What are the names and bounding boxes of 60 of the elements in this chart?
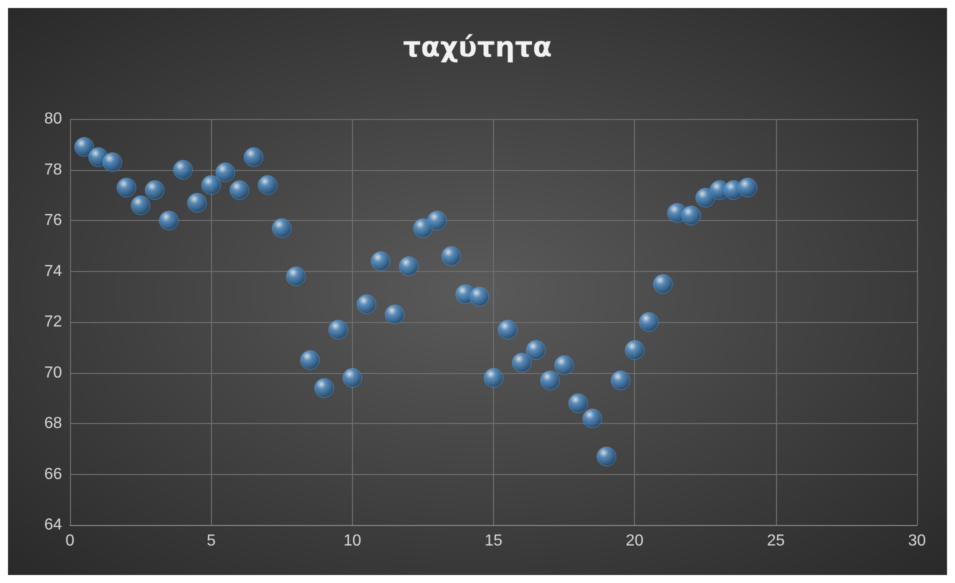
point	[300, 350, 320, 370]
point	[116, 178, 136, 198]
y-tick-label: 68	[44, 415, 62, 432]
point	[413, 218, 433, 238]
point	[624, 340, 644, 360]
point	[738, 178, 758, 198]
point	[441, 246, 461, 266]
y-tick-label: 72	[44, 314, 62, 330]
point	[498, 320, 518, 340]
point	[568, 393, 588, 413]
point	[370, 251, 390, 271]
point	[540, 370, 560, 390]
point	[286, 266, 306, 286]
x-tick-label: 5	[206, 532, 216, 550]
point	[159, 210, 179, 230]
point	[696, 188, 715, 208]
point	[201, 175, 221, 195]
point	[144, 180, 164, 200]
point	[130, 196, 150, 216]
point	[272, 218, 292, 238]
x-tick-label: 0	[66, 532, 75, 550]
point	[342, 368, 362, 388]
x-tick-label: 30	[908, 532, 926, 550]
x-tick-label: 20	[626, 532, 644, 550]
point	[356, 294, 376, 314]
y-tick-label: 64	[44, 516, 62, 534]
y-tick-label: 78	[44, 161, 62, 178]
point	[610, 370, 630, 390]
point	[582, 408, 602, 428]
point	[216, 162, 236, 182]
point	[314, 378, 334, 398]
y-tick-label: 70	[44, 364, 62, 382]
x-tick-label: 10	[343, 532, 362, 550]
y-tick-label: 76	[44, 212, 62, 229]
point	[173, 160, 193, 180]
point	[230, 180, 250, 200]
point	[653, 274, 673, 294]
y-tick-label: 80	[44, 110, 62, 128]
point	[427, 210, 447, 230]
point	[74, 137, 94, 157]
point	[681, 206, 701, 226]
point	[399, 256, 419, 276]
point	[596, 446, 616, 466]
x-tick-label: 15	[484, 532, 502, 550]
point	[484, 368, 504, 388]
y-tick-label: 74	[44, 262, 62, 280]
chart-title: ταχύτητα	[403, 30, 552, 64]
point	[639, 312, 659, 332]
point	[258, 175, 278, 195]
point	[328, 320, 348, 340]
point	[244, 147, 264, 167]
point	[102, 152, 122, 172]
point	[384, 304, 404, 324]
point	[470, 286, 490, 306]
x-tick-label: 25	[766, 532, 785, 550]
point	[554, 355, 574, 375]
y-tick-label: 66	[44, 466, 62, 483]
point	[187, 192, 207, 212]
point	[526, 340, 546, 360]
point	[512, 352, 532, 372]
